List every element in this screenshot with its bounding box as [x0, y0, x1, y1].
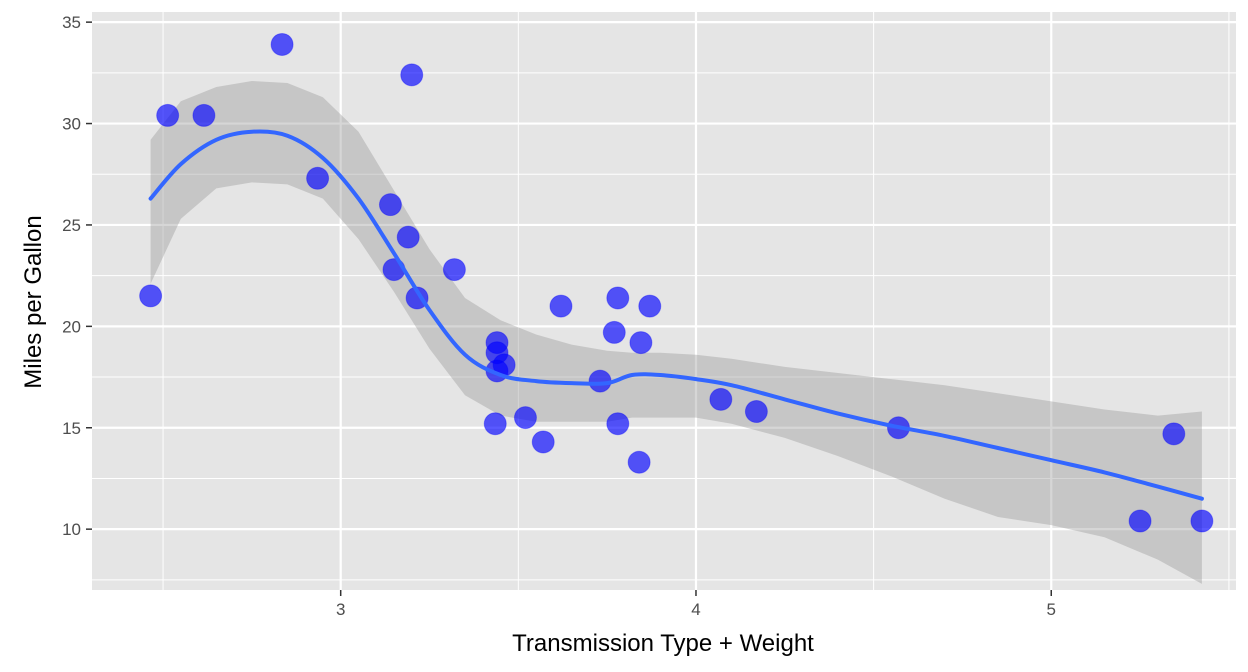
- y-tick-label: 15: [62, 419, 81, 438]
- data-point: [602, 320, 626, 344]
- minor-gridlines: [92, 12, 1236, 590]
- data-point: [627, 450, 651, 474]
- x-axis-title: Transmission Type + Weight: [512, 630, 814, 657]
- data-point: [531, 430, 555, 454]
- data-point: [400, 63, 424, 87]
- y-axis-title: Miles per Gallon: [20, 215, 47, 388]
- data-point: [709, 387, 733, 411]
- data-point: [1162, 422, 1186, 446]
- data-point: [405, 286, 429, 310]
- y-tick-label: 35: [62, 13, 81, 32]
- data-point: [744, 400, 768, 424]
- x-tick-label: 4: [691, 600, 700, 619]
- major-gridlines: [92, 12, 1236, 590]
- y-tick-label: 30: [62, 115, 81, 134]
- data-point: [139, 284, 163, 308]
- data-point: [606, 412, 630, 436]
- y-axis: 10 15 20 25 30 35: [62, 13, 92, 539]
- data-point: [629, 331, 653, 355]
- smooth-trend-line: [148, 129, 1204, 501]
- data-point: [378, 193, 402, 217]
- data-point: [270, 32, 294, 56]
- data-point: [638, 294, 662, 318]
- scatter-points: [139, 32, 1214, 533]
- data-point: [1190, 509, 1214, 533]
- x-tick-label: 5: [1047, 600, 1056, 619]
- data-point: [156, 103, 180, 127]
- x-tick-label: 3: [336, 600, 345, 619]
- data-point: [442, 258, 466, 282]
- data-point: [549, 294, 573, 318]
- data-point: [606, 286, 630, 310]
- data-point: [483, 412, 507, 436]
- y-tick-label: 10: [62, 520, 81, 539]
- confidence-ribbon: [150, 81, 1202, 584]
- y-tick-label: 20: [62, 317, 81, 336]
- x-axis: 3 4 5: [336, 590, 1056, 619]
- data-point: [396, 225, 420, 249]
- y-tick-label: 25: [62, 216, 81, 235]
- data-point: [1128, 509, 1152, 533]
- data-point: [306, 166, 330, 190]
- data-point: [513, 406, 537, 430]
- data-point: [192, 103, 216, 127]
- plot-panel: [92, 12, 1236, 590]
